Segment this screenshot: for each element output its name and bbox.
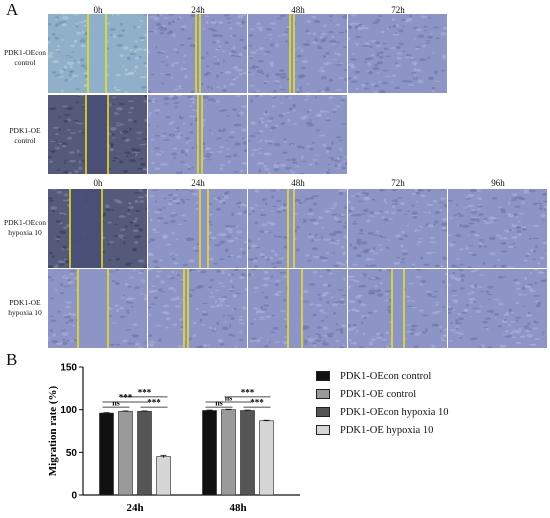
bar	[202, 410, 217, 496]
x-tick-label: 24h	[126, 502, 143, 514]
time-label: 72h	[391, 5, 405, 15]
significance-label: ***	[119, 392, 133, 402]
time-label: 96h	[491, 178, 505, 188]
row-label: PDK1-OEcon control	[3, 48, 47, 67]
legend-item: PDK1-OE control	[316, 387, 416, 401]
panel-b-letter: B	[6, 350, 18, 369]
bar	[156, 456, 171, 496]
y-axis-label: Migration rate (%)	[47, 385, 59, 476]
bar	[118, 411, 133, 496]
legend-label: PDK1-OE control	[340, 388, 417, 400]
panel-a-letter: A	[6, 0, 19, 19]
legend-swatch	[316, 371, 330, 381]
legend-item: PDK1-OEcon control	[316, 369, 431, 383]
micrograph-tile	[148, 189, 247, 268]
micrograph-tile	[148, 14, 247, 93]
significance-label: ***	[138, 387, 152, 397]
micrograph-tile	[48, 14, 147, 93]
y-tick-label: 150	[60, 363, 77, 374]
bar	[99, 412, 114, 496]
time-label: 0h	[93, 178, 103, 188]
time-label: 72h	[391, 178, 405, 188]
bar	[240, 410, 255, 496]
time-label: 0h	[93, 5, 103, 15]
micrograph-tile	[248, 95, 347, 174]
micrograph-tile	[248, 269, 347, 348]
significance-label: ns	[225, 393, 233, 402]
significance-label: ns	[112, 399, 120, 408]
bar	[221, 409, 236, 496]
time-label: 48h	[291, 178, 305, 188]
micrograph-tile	[348, 14, 447, 93]
micrograph-tile	[148, 269, 247, 348]
micrograph-tile	[348, 189, 447, 268]
y-tick-label: 0	[71, 491, 77, 502]
time-label: 24h	[191, 178, 205, 188]
y-tick-label: 100	[60, 405, 77, 416]
legend-label: PDK1-OE hypoxia 10	[340, 424, 434, 436]
micrograph-tile	[448, 189, 547, 268]
significance-label: ns	[215, 399, 223, 408]
legend-label: PDK1-OEcon hypoxia 10	[340, 406, 449, 418]
legend-item: PDK1-OE hypoxia 10	[316, 423, 433, 437]
row-label: PDK1-OEcon hypoxia 10	[3, 218, 47, 237]
micrograph-tile	[48, 269, 147, 348]
significance-label: ***	[250, 398, 264, 408]
y-tick-label: 50	[66, 448, 78, 459]
time-label: 48h	[291, 5, 305, 15]
micrograph-tile	[248, 14, 347, 93]
bar	[137, 411, 152, 496]
legend-swatch	[316, 407, 330, 417]
legend-swatch	[316, 389, 330, 399]
legend-label: PDK1-OEcon control	[340, 370, 432, 382]
significance-label: ***	[147, 398, 161, 408]
legend-item: PDK1-OEcon hypoxia 10	[316, 405, 449, 419]
micrograph-tile	[248, 189, 347, 268]
legend-swatch	[316, 425, 330, 435]
micrograph-tile	[48, 95, 147, 174]
micrograph-tile	[348, 269, 447, 348]
micrograph-tile	[448, 269, 547, 348]
micrograph-tile	[148, 95, 247, 174]
micrograph-tile	[48, 189, 147, 268]
significance-label: ***	[241, 387, 255, 397]
time-label: 24h	[191, 5, 205, 15]
row-label: PDK1-OE hypoxia 10	[8, 298, 42, 317]
x-tick-label: 48h	[229, 502, 246, 514]
bar	[259, 420, 274, 496]
row-label: PDK1-OE control	[9, 126, 41, 145]
